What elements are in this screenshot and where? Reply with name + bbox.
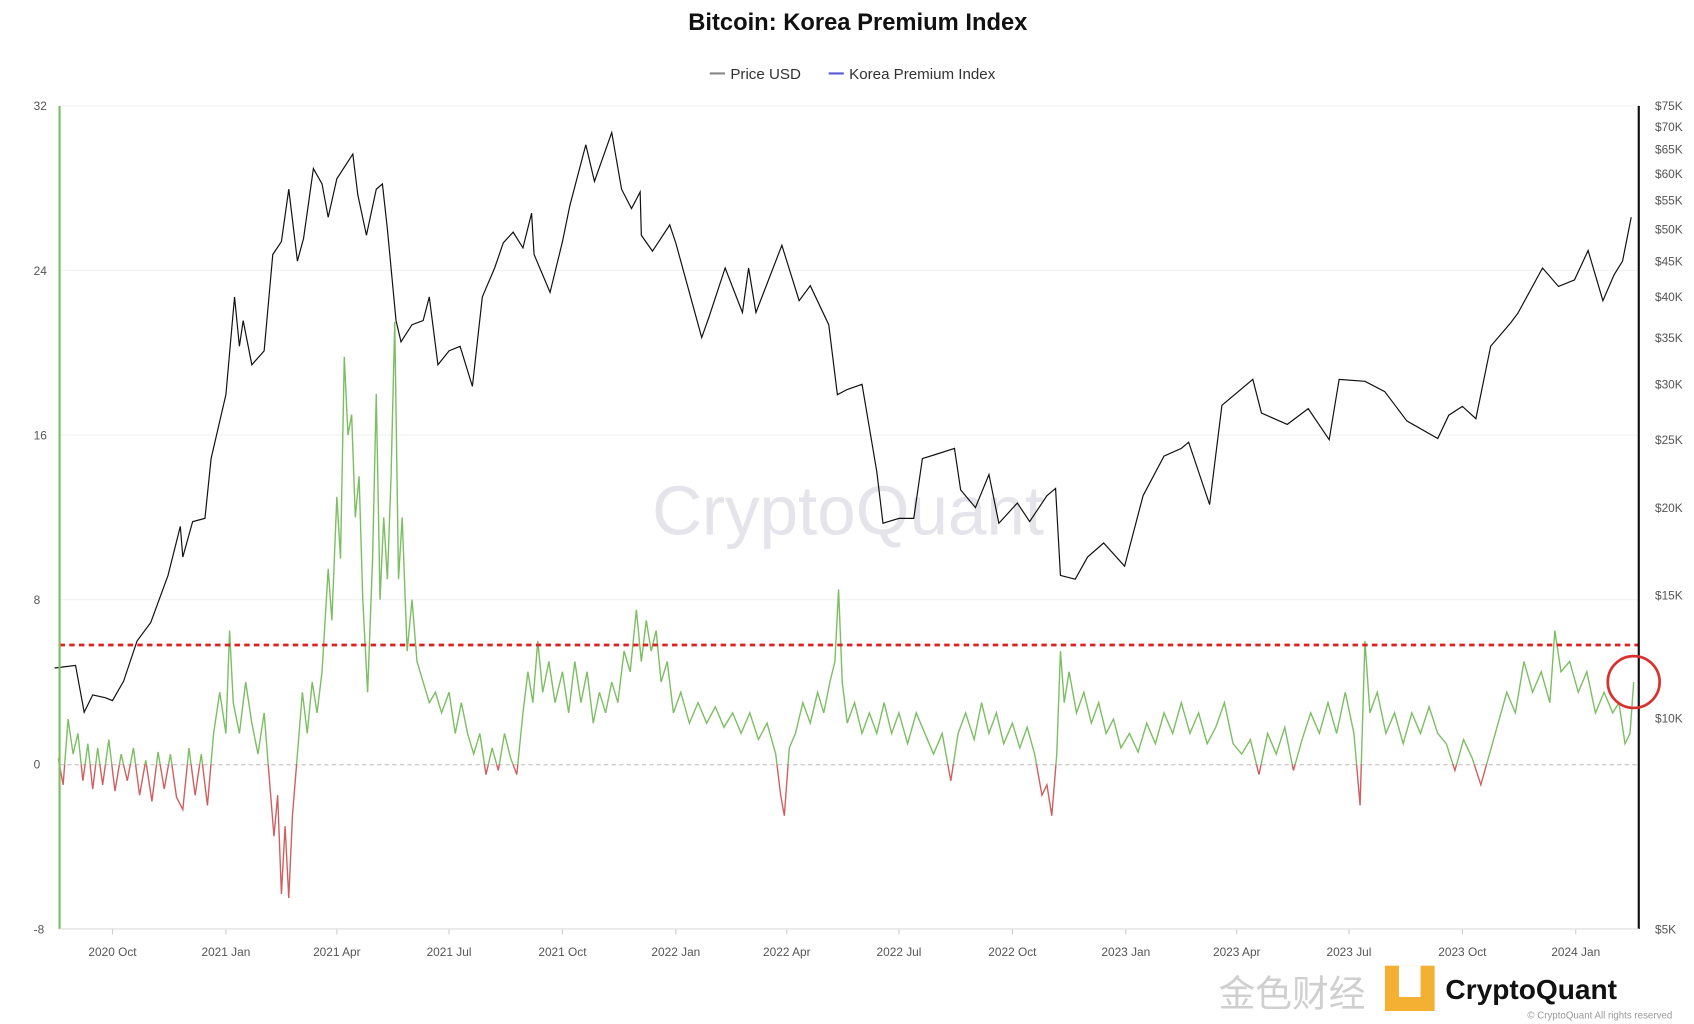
jinse-logo-icon (1384, 965, 1435, 1012)
right-tick-label: $75K (1655, 99, 1683, 113)
cryptoquant-logo: CryptoQuant (1445, 974, 1617, 1005)
chart-title: Bitcoin: Korea Premium Index (688, 9, 1028, 36)
right-tick-label: $40K (1655, 290, 1683, 304)
x-axis-ticks: 2020 Oct 2021 Jan 2021 Apr 2021 Jul 2021 Oct… (88, 928, 1600, 959)
left-tick-label: 32 (34, 99, 47, 113)
x-tick-label: 2023 Apr (1213, 945, 1261, 959)
x-tick-label: 2021 Apr (313, 945, 361, 959)
legend[interactable]: Price USD Korea Premium Index (709, 66, 996, 83)
left-tick-label: 24 (34, 264, 48, 278)
x-tick-label: 2020 Oct (88, 945, 137, 959)
x-tick-label: 2021 Jul (427, 945, 472, 959)
left-tick-label: 8 (34, 593, 41, 607)
left-tick-label: 0 (34, 758, 41, 772)
right-axis-ticks: $75K $70K $65K $60K $55K $50K $45K $40K $35K $30K… (1655, 99, 1683, 936)
copyright: © CryptoQuant All rights reserved (1527, 1011, 1672, 1022)
x-tick-label: 2021 Jan (201, 945, 250, 959)
x-tick-label: 2022 Oct (988, 945, 1037, 959)
right-tick-label: $5K (1655, 922, 1676, 936)
x-tick-label: 2022 Jul (877, 945, 922, 959)
korea-premium-negative-line (58, 764, 1488, 899)
x-tick-label: 2022 Apr (763, 945, 811, 959)
right-tick-label: $15K (1655, 588, 1683, 602)
x-tick-label: 2023 Oct (1438, 945, 1487, 959)
right-tick-label: $35K (1655, 331, 1683, 345)
jinse-watermark-text: 金色财经 (1219, 973, 1366, 1016)
x-tick-label: 2023 Jul (1326, 945, 1371, 959)
legend-korea-premium[interactable]: Korea Premium Index (849, 66, 996, 83)
right-tick-label: $50K (1655, 222, 1683, 236)
watermark: CryptoQuant (652, 472, 1044, 550)
right-tick-label: $30K (1655, 378, 1683, 392)
price-usd-line (54, 130, 1632, 715)
right-tick-label: $55K (1655, 193, 1683, 207)
right-tick-label: $25K (1655, 433, 1683, 447)
x-tick-label: 2022 Jan (651, 945, 700, 959)
x-tick-label: 2023 Jan (1101, 945, 1150, 959)
right-tick-label: $70K (1655, 120, 1683, 134)
right-tick-label: $45K (1655, 254, 1683, 268)
left-axis-ticks: 32 24 16 8 0 -8 (34, 99, 48, 936)
x-tick-label: 2021 Oct (538, 945, 587, 959)
right-tick-label: $20K (1655, 501, 1683, 515)
right-tick-label: $10K (1655, 712, 1683, 726)
left-tick-label: 16 (34, 428, 48, 442)
left-tick-label: -8 (34, 922, 45, 936)
right-tick-label: $60K (1655, 167, 1683, 181)
korea-premium-positive-line (57, 321, 1635, 765)
legend-price-usd[interactable]: Price USD (730, 66, 801, 83)
highlight-circle (1606, 654, 1661, 710)
right-tick-label: $65K (1655, 143, 1683, 157)
branding: 金色财经 CryptoQuant © CryptoQuant All right… (1219, 965, 1672, 1022)
x-tick-label: 2024 Jan (1551, 945, 1600, 959)
